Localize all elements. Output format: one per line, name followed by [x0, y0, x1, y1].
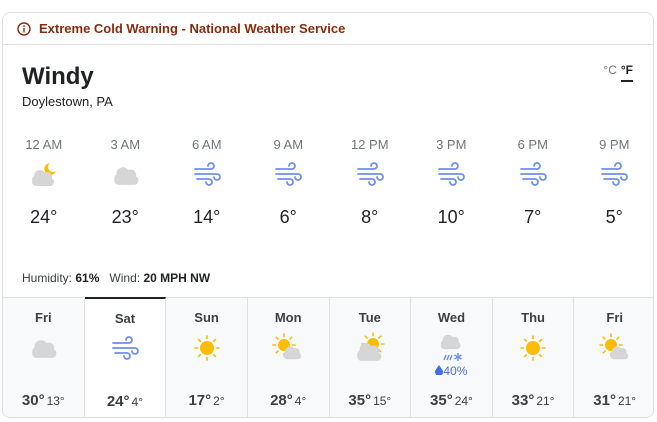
hour-item: 6 AM 14°	[166, 137, 248, 228]
wind-value: 20 MPH NW	[143, 271, 211, 285]
low-temp: 24°	[454, 394, 473, 408]
high-temp: 28°	[270, 392, 293, 409]
cloud-icon	[114, 167, 139, 185]
hour-time: 12 PM	[350, 137, 389, 152]
moon-cloud-icon	[31, 163, 56, 186]
hour-temp: 14°	[193, 207, 221, 227]
high-temp: 17°	[188, 392, 212, 409]
hour-temp: 23°	[111, 207, 139, 227]
hour-temp: 7°	[524, 207, 542, 227]
precip-value: 40%	[443, 364, 468, 378]
high-temp: 33°	[511, 392, 535, 409]
alert-text: Extreme Cold Warning - National Weather …	[39, 21, 346, 36]
current-condition: Windy	[22, 63, 94, 90]
day-tab[interactable]: Fri 30° 13°	[3, 298, 85, 417]
low-temp: 21°	[536, 394, 555, 408]
high-temp: 30°	[21, 392, 45, 409]
hour-time: 3 PM	[436, 137, 467, 152]
day-tab[interactable]: Sun 17° 2°	[166, 298, 248, 417]
cloud-icon	[32, 340, 57, 358]
high-temp: 35°	[348, 392, 372, 409]
day-name: Fri	[35, 310, 52, 325]
wind-icon	[519, 162, 547, 186]
hour-item: 3 AM 23°	[85, 137, 167, 228]
precip-chance: 40%	[411, 364, 492, 380]
hour-time: 9 PM	[599, 137, 630, 152]
high-temp: 31°	[593, 392, 616, 409]
day-name: Fri	[606, 310, 623, 325]
hour-time: 3 AM	[110, 137, 141, 152]
humidity-value: 61%	[75, 271, 100, 285]
hour-item: 6 PM 7°	[492, 137, 574, 228]
hour-temp: 6°	[279, 207, 297, 227]
humidity-label: Humidity:	[22, 271, 73, 285]
sun-cloud-icon	[272, 333, 302, 360]
low-temp: 4°	[294, 394, 307, 408]
cloud-sun-icon	[357, 332, 385, 361]
raindrop-icon	[435, 365, 444, 376]
wind-icon	[356, 162, 384, 186]
wind-icon	[601, 162, 629, 186]
fahrenheit-button[interactable]: °F	[620, 63, 633, 82]
snow-icon	[441, 334, 463, 361]
wind-icon	[438, 162, 466, 186]
weather-card: Extreme Cold Warning - National Weather …	[2, 12, 654, 418]
day-name: Sun	[194, 310, 219, 325]
weather-alert[interactable]: Extreme Cold Warning - National Weather …	[3, 13, 653, 45]
day-tab[interactable]: Tue 35° 15°	[329, 298, 412, 417]
day-tab[interactable]: Fri 31° 21°	[574, 298, 653, 417]
day-tab[interactable]: Thu 33° 21°	[492, 298, 575, 417]
hour-time: 6 AM	[191, 137, 222, 152]
unit-toggle: °C °F	[603, 63, 633, 82]
low-temp: 13°	[46, 394, 65, 408]
hour-item: 9 AM 6°	[248, 137, 330, 228]
wind-icon	[275, 162, 303, 186]
day-name: Sat	[114, 311, 136, 326]
wind-label: Wind:	[109, 271, 141, 285]
high-temp: 24°	[106, 393, 130, 410]
high-temp: 35°	[430, 392, 453, 409]
low-temp: 15°	[373, 394, 392, 408]
hour-item: 12 AM 24°	[3, 137, 85, 228]
hour-item: 9 PM 5°	[574, 137, 654, 228]
sun-cloud-icon	[598, 333, 628, 360]
day-tab[interactable]: Sat 24° 4°	[84, 297, 167, 417]
hour-temp: 8°	[361, 207, 379, 227]
hourly-forecast: 12 AM 24° 3 AM 23° 6 AM 14° 9 AM 6° 12 PM 8° 3 PM 1…	[3, 137, 654, 228]
hour-temp: 5°	[605, 207, 623, 227]
hour-time: 6 PM	[517, 137, 548, 152]
hour-item: 12 PM 8°	[329, 137, 411, 228]
day-name: Mon	[274, 310, 302, 325]
day-tab[interactable]: Mon 28° 4°	[247, 298, 330, 417]
day-name: Thu	[521, 310, 545, 325]
day-name: Tue	[358, 310, 381, 325]
daily-forecast: Fri 30° 13° Sat 24° 4° Sun 17° 2° Mon 28° 4° Tue 35° 1…	[3, 297, 653, 417]
hour-temp: 10°	[437, 207, 465, 227]
hour-time: 12 AM	[25, 137, 63, 152]
low-temp: 4°	[131, 395, 144, 409]
hour-time: 9 AM	[273, 137, 304, 152]
hour-item: 3 PM 10°	[411, 137, 493, 228]
sun-icon	[193, 335, 220, 361]
sun-icon	[520, 335, 546, 361]
day-name: Wed	[437, 310, 466, 325]
wind-icon	[193, 162, 221, 186]
hour-temp: 24°	[30, 207, 58, 227]
celsius-button[interactable]: °C	[603, 63, 617, 77]
location: Doylestown, PA	[22, 94, 113, 109]
day-tab[interactable]: Wed 40% 35° 24°	[411, 298, 493, 417]
low-temp: 2°	[213, 394, 225, 408]
low-temp: 21°	[617, 394, 637, 408]
current-details: Humidity: 61% Wind: 20 MPH NW	[22, 271, 210, 285]
wind-icon	[112, 336, 139, 360]
info-icon	[17, 21, 31, 36]
